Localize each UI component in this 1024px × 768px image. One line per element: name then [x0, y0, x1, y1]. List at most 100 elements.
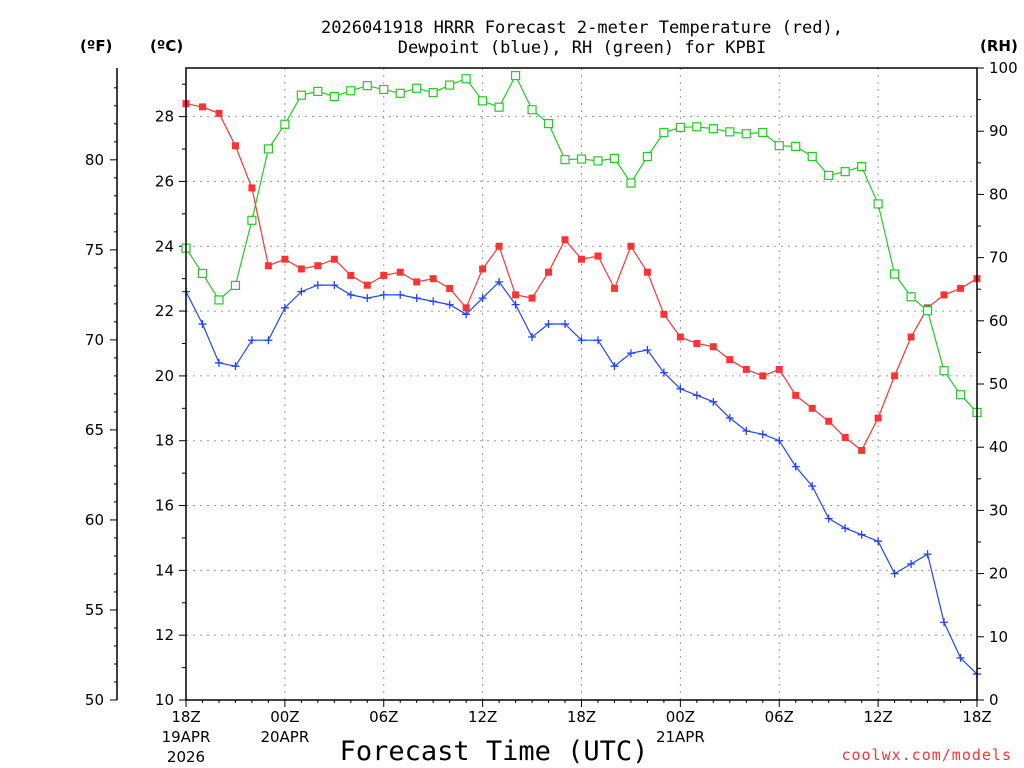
rh-point — [906, 292, 916, 302]
celsius-tick-label: 10 — [155, 691, 174, 709]
rh-tick-label: 50 — [989, 375, 1008, 393]
temperature-point — [940, 291, 948, 299]
temperature-point — [792, 391, 800, 399]
temperature-point — [413, 278, 421, 286]
temperature-point — [907, 333, 915, 341]
dewpoint-point — [313, 281, 322, 290]
dewpoint-point — [297, 287, 306, 296]
temperature-point — [248, 184, 256, 192]
dewpoint-point — [511, 300, 520, 309]
celsius-tick-label: 22 — [155, 302, 174, 320]
celsius-axis-ticks: 10 12 14 16 18 20 22 24 26 28 — [155, 83, 186, 709]
rh-point — [840, 167, 850, 177]
date-label: 19APR — [162, 728, 211, 746]
fahrenheit-tick-label: 55 — [85, 601, 104, 619]
time-tick-label: 12Z — [863, 708, 892, 726]
dewpoint-point — [907, 559, 916, 568]
temperature-point — [858, 446, 866, 454]
plot-frame — [185, 67, 978, 701]
temperature-point — [594, 252, 602, 260]
dewpoint-point — [709, 397, 718, 406]
dewpoint-point — [791, 462, 800, 471]
temperature-point — [775, 365, 783, 373]
temperature-point — [512, 291, 520, 299]
rh-tick-label: 70 — [989, 249, 1008, 267]
time-tick-label: 06Z — [369, 708, 398, 726]
fahrenheit-tick-label: 60 — [85, 511, 104, 529]
fahrenheit-axis-ticks: 50 55 60 65 70 75 80 — [85, 87, 117, 709]
temperature-point — [660, 310, 668, 318]
dewpoint-point — [890, 569, 899, 578]
rh-point — [247, 215, 257, 225]
temperature-point — [528, 294, 536, 302]
rh-point — [230, 280, 241, 291]
celsius-tick-label: 24 — [155, 237, 174, 255]
rh-tick-label: 20 — [989, 565, 1008, 583]
rh-point — [807, 151, 817, 162]
dewpoint-point — [940, 618, 949, 627]
time-tick-label: 00Z — [666, 708, 695, 726]
fahrenheit-tick-label: 65 — [85, 421, 104, 439]
dewpoint-point — [725, 414, 734, 423]
temperature-point — [297, 265, 305, 273]
rh-point — [445, 80, 455, 90]
temperature-point — [891, 372, 899, 380]
fahrenheit-tick-label: 50 — [85, 691, 104, 709]
temperature-point — [479, 265, 487, 273]
rh-point — [922, 306, 933, 316]
dewpoint-point — [577, 336, 586, 345]
rh-point — [379, 84, 389, 95]
fahrenheit-tick-label: 75 — [85, 241, 104, 259]
dewpoint-point — [264, 336, 273, 345]
dewpoint-point — [610, 362, 619, 371]
dewpoint-point — [626, 349, 635, 358]
temperature-point — [314, 262, 322, 270]
dewpoint-point — [429, 297, 438, 306]
x-axis-label: Forecast Time (UTC) — [340, 736, 649, 767]
dewpoint-point — [643, 345, 652, 354]
chart-title-line1: 2026041918 HRRR Forecast 2-meter Tempera… — [321, 18, 843, 38]
temperature-point — [545, 268, 553, 276]
temperature-point — [495, 242, 503, 250]
date-label: 21APR — [656, 728, 705, 746]
temperature-point — [215, 109, 223, 117]
temperature-point — [693, 339, 701, 347]
rh-tick-label: 100 — [989, 59, 1018, 77]
fahrenheit-tick-label: 70 — [85, 331, 104, 349]
rh-point — [675, 122, 685, 133]
temperature-point — [231, 142, 239, 150]
dewpoint-point — [956, 653, 965, 662]
temperature-point — [578, 255, 585, 263]
temperature-point — [676, 333, 684, 341]
celsius-tick-label: 18 — [155, 432, 174, 450]
temperature-point — [330, 255, 338, 263]
temperature-point — [841, 433, 849, 441]
celsius-tick-label: 26 — [155, 172, 174, 190]
temperature-point — [363, 281, 371, 289]
temperature-point — [446, 284, 454, 292]
rh-unit-label: (RH) — [980, 37, 1018, 55]
temperature-point — [429, 275, 437, 283]
rh-point — [214, 295, 224, 305]
celsius-tick-label: 28 — [155, 108, 174, 126]
dewpoint-point — [198, 320, 207, 329]
dewpoint-point — [330, 281, 339, 290]
dewpoint-point — [231, 362, 240, 371]
rh-point — [263, 144, 273, 154]
dewpoint-point — [214, 358, 223, 367]
temperature-point — [726, 356, 734, 364]
credit-text: coolwx.com/models — [841, 746, 1012, 764]
rh-point — [609, 153, 620, 163]
rh-point — [955, 390, 966, 400]
dewpoint-point — [758, 430, 767, 439]
rh-point — [774, 141, 784, 151]
dewpoint-point — [528, 333, 537, 342]
year-label: 2026 — [167, 748, 205, 766]
time-tick-label: 18Z — [171, 708, 200, 726]
temperature-point — [643, 268, 651, 276]
dewpoint-point — [396, 290, 405, 299]
rh-axis-ticks: 0 10 20 30 40 50 60 70 80 90 100 — [977, 59, 1018, 709]
celsius-tick-label: 20 — [155, 367, 174, 385]
rh-tick-label: 30 — [989, 501, 1008, 519]
celsius-tick-label: 14 — [155, 561, 174, 579]
